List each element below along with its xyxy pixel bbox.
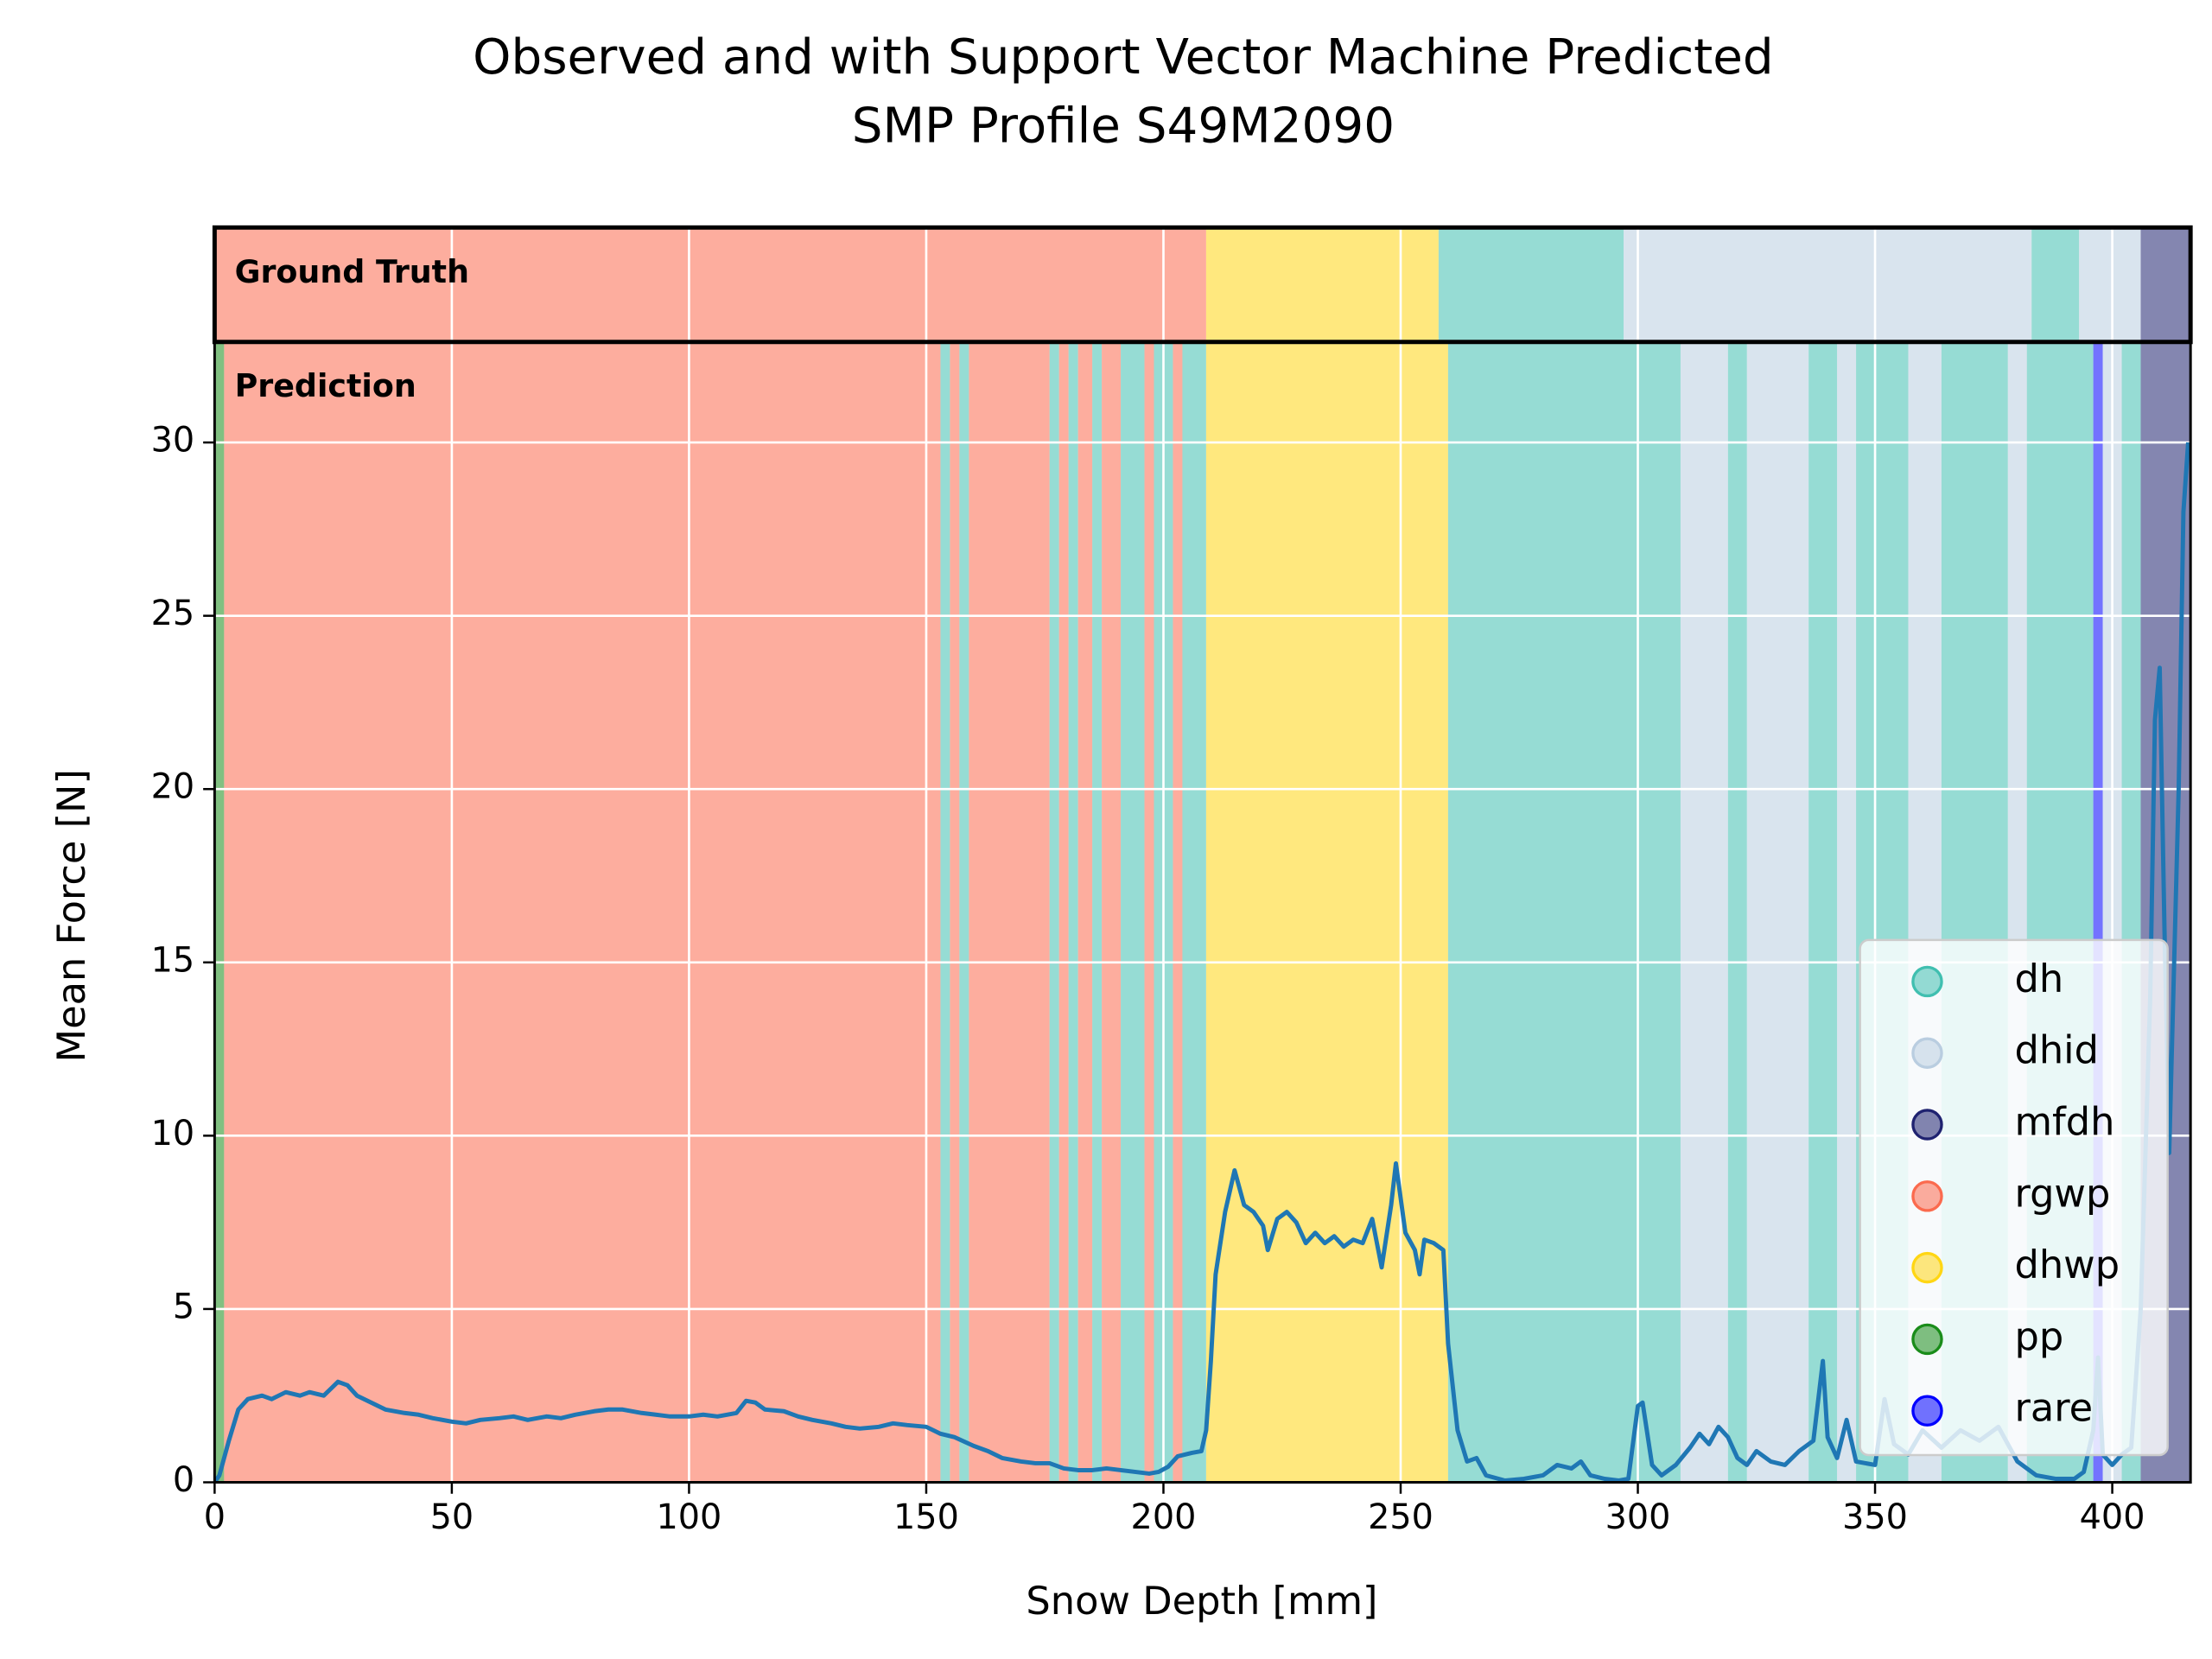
prediction-band bbox=[1144, 341, 1154, 1483]
y-tick-label: 0 bbox=[173, 1460, 194, 1500]
x-tick-label: 100 bbox=[657, 1497, 722, 1537]
legend-label: mfdh bbox=[2014, 1100, 2114, 1145]
y-tick-label: 5 bbox=[173, 1287, 194, 1326]
prediction-band bbox=[940, 341, 950, 1483]
prediction-band bbox=[1680, 341, 1728, 1483]
legend-marker bbox=[1911, 1323, 1943, 1356]
x-tick-label: 400 bbox=[2080, 1497, 2145, 1537]
x-tick-label: 150 bbox=[893, 1497, 959, 1537]
prediction-band bbox=[214, 341, 225, 1483]
legend-label: rare bbox=[2014, 1386, 2093, 1431]
x-tick-label: 250 bbox=[1368, 1497, 1433, 1537]
ground_truth-band bbox=[1205, 227, 1439, 342]
y-tick-label: 25 bbox=[151, 594, 195, 633]
prediction-band bbox=[1182, 341, 1206, 1483]
prediction-band bbox=[959, 341, 969, 1483]
legend-marker bbox=[1911, 1251, 1943, 1284]
y-tick-label: 10 bbox=[151, 1114, 195, 1154]
prediction-band bbox=[1102, 341, 1122, 1483]
legend-label: dhid bbox=[2014, 1028, 2098, 1073]
legend-marker bbox=[1911, 1180, 1943, 1212]
legend-box bbox=[1859, 938, 2169, 1457]
legend-marker bbox=[1911, 1109, 1943, 1141]
prediction-band bbox=[1058, 341, 1069, 1483]
prediction-band bbox=[1068, 341, 1078, 1483]
ground_truth-band bbox=[2031, 227, 2080, 342]
legend-marker bbox=[1911, 1395, 1943, 1427]
ground_truth-band bbox=[2079, 227, 2141, 342]
legend-label: dhwp bbox=[2014, 1243, 2120, 1287]
prediction-band bbox=[1173, 341, 1183, 1483]
prediction-band bbox=[224, 341, 941, 1483]
x-tick-label: 300 bbox=[1605, 1497, 1671, 1537]
prediction-band bbox=[1447, 341, 1681, 1483]
chart-subtitle: SMP Profile S49M2090 bbox=[852, 99, 1395, 155]
prediction-band bbox=[1808, 341, 1838, 1483]
legend-label: pp bbox=[2014, 1314, 2063, 1359]
ground_truth-band bbox=[1438, 227, 1624, 342]
prediction-band bbox=[1077, 341, 1093, 1483]
prediction-band bbox=[2093, 341, 2103, 1483]
ground_truth-band bbox=[214, 227, 1206, 342]
x-tick-label: 350 bbox=[1842, 1497, 1908, 1537]
prediction-band bbox=[950, 341, 960, 1483]
y-tick-label: 30 bbox=[151, 421, 195, 461]
prediction-band bbox=[1092, 341, 1103, 1483]
prediction-band bbox=[1049, 341, 1059, 1483]
legend-label: rgwp bbox=[2014, 1171, 2110, 1216]
x-tick-label: 200 bbox=[1131, 1497, 1197, 1537]
y-axis-label: Mean Force [N] bbox=[49, 769, 94, 1062]
ground_truth-band bbox=[2140, 227, 2191, 342]
legend-marker bbox=[1911, 965, 1943, 998]
x-tick-label: 0 bbox=[204, 1497, 226, 1537]
ground-truth-frame bbox=[212, 225, 2193, 345]
prediction-band bbox=[969, 341, 1050, 1483]
ground-truth-label: Ground Truth bbox=[235, 253, 469, 290]
chart-title: Observed and with Support Vector Machine… bbox=[473, 29, 1773, 86]
legend-marker bbox=[1911, 1037, 1943, 1069]
prediction-band bbox=[1121, 341, 1145, 1483]
y-tick-label: 20 bbox=[151, 767, 195, 807]
x-axis-label: Snow Depth [mm] bbox=[1026, 1579, 1377, 1624]
legend-label: dh bbox=[2014, 957, 2063, 1001]
prediction-band bbox=[1205, 341, 1448, 1483]
prediction-band bbox=[1837, 341, 1857, 1483]
prediction-label: Prediction bbox=[235, 367, 416, 404]
y-tick-label: 15 bbox=[151, 940, 195, 980]
prediction-band bbox=[1727, 341, 1747, 1483]
x-tick-label: 50 bbox=[430, 1497, 474, 1537]
prediction-band bbox=[1746, 341, 1809, 1483]
ground_truth-band bbox=[1624, 227, 2032, 342]
